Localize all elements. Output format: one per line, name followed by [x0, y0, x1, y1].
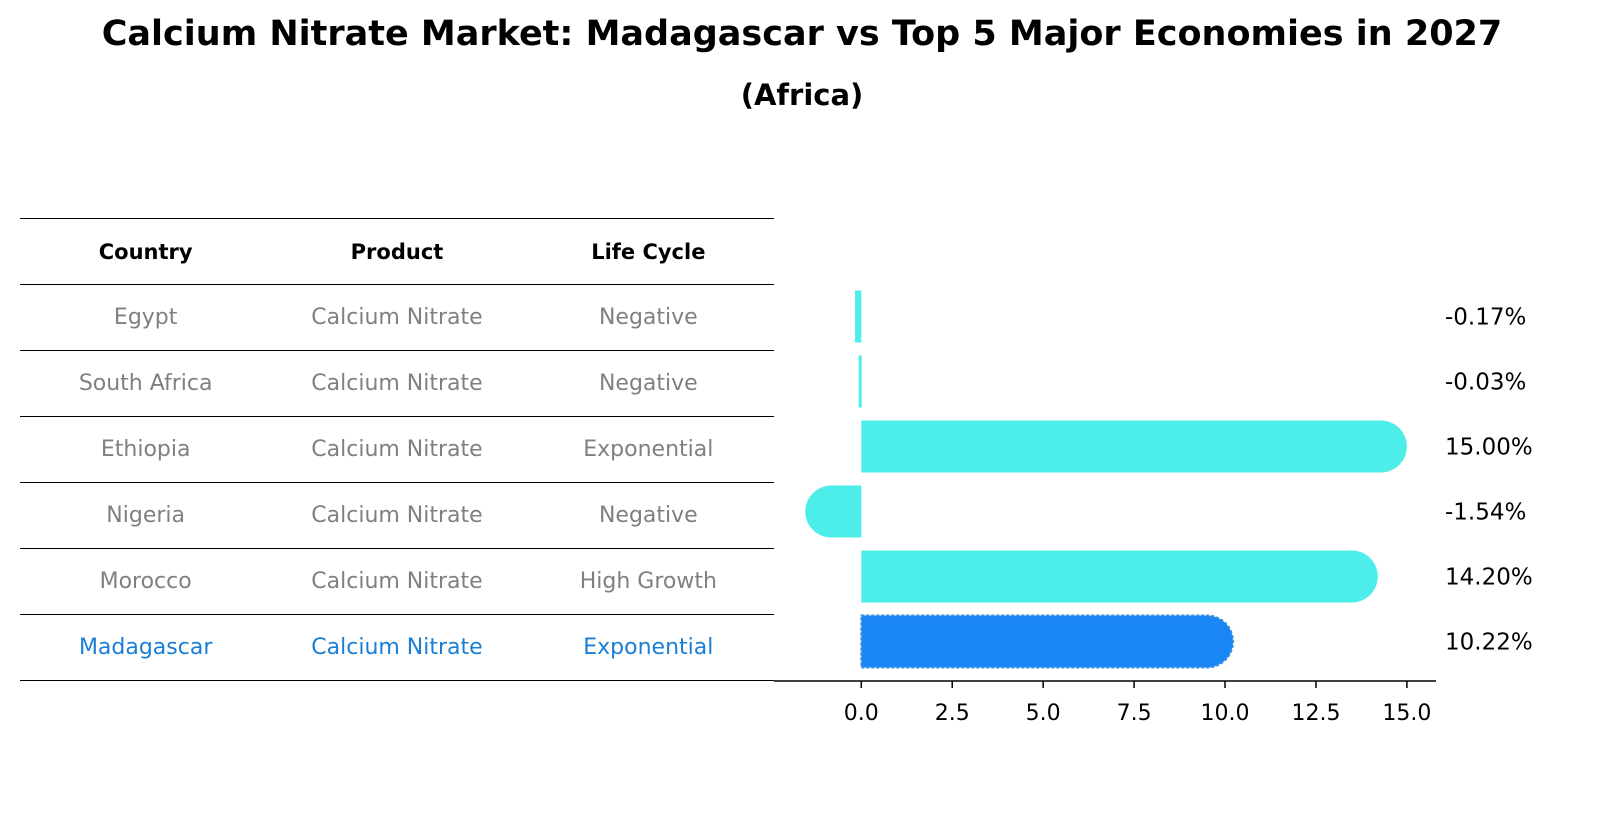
- column-header-product: Product: [350, 239, 444, 264]
- x-tick-label: 2.5: [935, 701, 970, 726]
- x-tick-label: 15.0: [1382, 701, 1431, 726]
- country-cell: Nigeria: [106, 503, 186, 528]
- life-cycle-cell: Exponential: [583, 437, 714, 462]
- product-cell: Calcium Nitrate: [311, 437, 483, 462]
- product-cell: Calcium Nitrate: [311, 371, 483, 396]
- bar-madagascar: [860, 614, 1235, 669]
- bar-nigeria: [805, 485, 862, 538]
- bar-south-africa: [858, 355, 862, 408]
- value-label: 15.00%: [1445, 435, 1533, 461]
- life-cycle-cell: Negative: [598, 371, 698, 396]
- life-cycle-cell: Exponential: [583, 635, 714, 660]
- country-cell: Egypt: [113, 305, 178, 330]
- country-cell: Ethiopia: [100, 437, 191, 462]
- column-header-country: Country: [98, 239, 193, 264]
- data-table: Country Product Life Cycle Egypt Calcium…: [20, 218, 774, 681]
- product-cell: Calcium Nitrate: [311, 503, 483, 528]
- table-header-row: Country Product Life Cycle: [20, 218, 774, 284]
- x-tick-label: 7.5: [1117, 701, 1152, 726]
- chart-title: Calcium Nitrate Market: Madagascar vs To…: [101, 14, 1503, 54]
- table-row: Ethiopia Calcium Nitrate Exponential: [20, 416, 774, 482]
- column-header-life-cycle: Life Cycle: [591, 239, 706, 264]
- value-label: -0.17%: [1445, 305, 1526, 331]
- table-row: Morocco Calcium Nitrate High Growth: [20, 548, 774, 614]
- bar-morocco: [861, 550, 1378, 603]
- table-row: Nigeria Calcium Nitrate Negative: [20, 482, 774, 548]
- chart-subtitle: (Africa): [740, 78, 864, 112]
- x-tick-label: 0.0: [844, 701, 879, 726]
- table-row: Egypt Calcium Nitrate Negative: [20, 284, 774, 350]
- bar-ethiopia: [861, 420, 1407, 473]
- bar-egypt: [855, 290, 862, 343]
- x-tick-label: 12.5: [1291, 701, 1340, 726]
- country-cell: South Africa: [78, 371, 213, 396]
- country-cell: Morocco: [99, 569, 192, 594]
- value-label: -0.03%: [1445, 370, 1526, 396]
- x-tick-label: 10.0: [1201, 701, 1250, 726]
- life-cycle-cell: Negative: [598, 503, 698, 528]
- table-row-highlighted: Madagascar Calcium Nitrate Exponential: [20, 614, 774, 681]
- product-cell: Calcium Nitrate: [311, 569, 483, 594]
- product-cell: Calcium Nitrate: [311, 635, 483, 660]
- life-cycle-cell: Negative: [598, 305, 698, 330]
- life-cycle-cell: High Growth: [579, 569, 717, 594]
- product-cell: Calcium Nitrate: [311, 305, 483, 330]
- x-tick-label: 5.0: [1026, 701, 1061, 726]
- value-label: -1.54%: [1445, 500, 1526, 526]
- country-cell: Madagascar: [78, 635, 213, 660]
- value-label: 14.20%: [1445, 565, 1533, 591]
- value-label: 10.22%: [1445, 630, 1533, 656]
- table-row: South Africa Calcium Nitrate Negative: [20, 350, 774, 416]
